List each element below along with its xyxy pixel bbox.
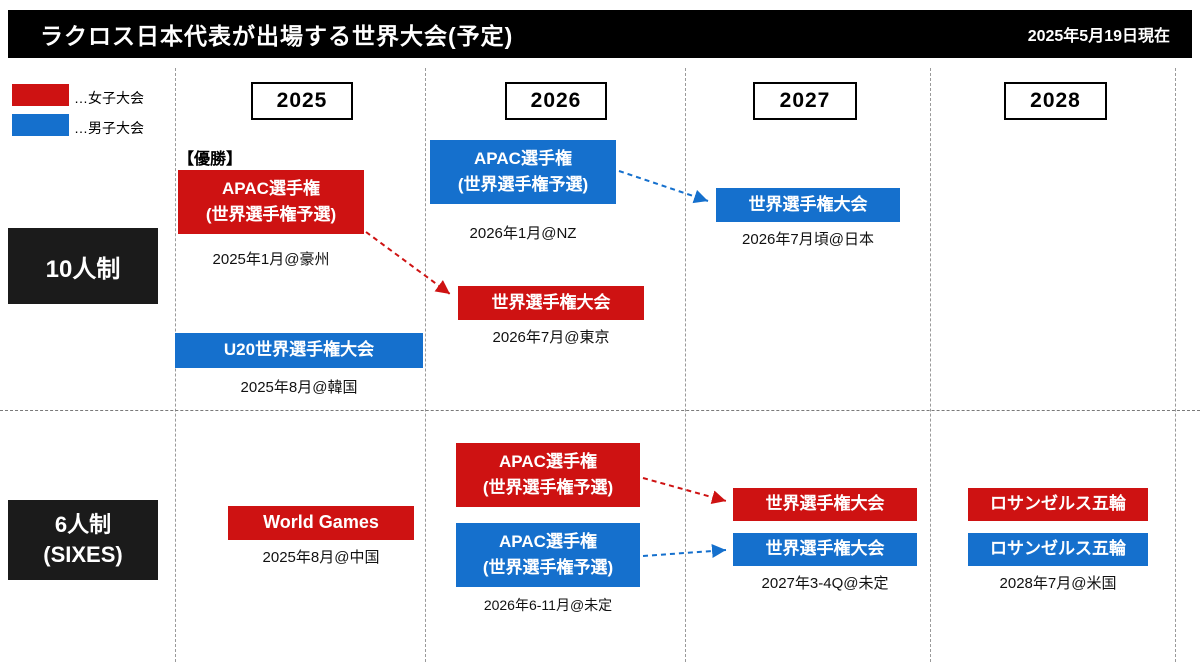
event-label-line2: (世界選手権予選) (482, 558, 614, 577)
event-sixes-apac-men: APAC選手権 (世界選手権予選) (456, 523, 640, 587)
event-tens-u20-men: U20世界選手権大会 (175, 333, 423, 368)
column-divider-2 (425, 68, 426, 662)
row-label-sixes-line1: 6人制 (54, 512, 112, 538)
arrow-tens-men (618, 170, 709, 204)
event-sixes-worlds-women: 世界選手権大会 (733, 488, 917, 521)
event-label: 世界選手権大会 (765, 494, 885, 514)
event-label-line2: (世界選手権予選) (457, 175, 589, 194)
event-tens-worlds-women: 世界選手権大会 (458, 286, 644, 320)
event-label: World Games (263, 512, 379, 533)
event-label-line2: (世界選手権予選) (205, 205, 337, 224)
as-of-date: 2025年5月19日現在 (1027, 28, 1170, 45)
year-header-2027: 2027 (753, 82, 857, 120)
year-header-2025: 2025 (251, 82, 353, 120)
legend-women-label: …女子大会 (74, 90, 144, 106)
event-caption-sixes-apac-men: 2026年6-11月@未定 (483, 597, 613, 613)
year-header-2026: 2026 (505, 82, 607, 120)
event-label: ロサンゼルス五輪 (990, 494, 1126, 514)
event-sixes-worlds-men: 世界選手権大会 (733, 533, 917, 566)
year-header-2028: 2028 (1004, 82, 1107, 120)
event-caption-tens-apac-women: 2025年1月@豪州 (212, 251, 330, 268)
event-sixes-world-games: World Games (228, 506, 414, 540)
event-label: U20世界選手権大会 (223, 340, 375, 360)
event-label-line1: APAC選手権 (222, 178, 320, 198)
event-caption-tens-u20-men: 2025年8月@韓国 (240, 379, 358, 396)
header-bar: ラクロス日本代表が出場する世界大会(予定) 2025年5月19日現在 (8, 10, 1192, 58)
page-title: ラクロス日本代表が出場する世界大会(予定) (40, 23, 514, 49)
event-tens-worlds-men: 世界選手権大会 (716, 188, 900, 222)
row-label-sixes: 6人制 (SIXES) (8, 500, 158, 580)
event-label-line1: APAC選手権 (474, 148, 572, 168)
event-label-line1: APAC選手権 (499, 531, 597, 551)
event-caption-tens-worlds-women: 2026年7月@東京 (492, 329, 610, 346)
event-caption-sixes-world-games: 2025年8月@中国 (262, 549, 380, 566)
column-divider-5 (1175, 68, 1176, 662)
row-label-sixes-line2: (SIXES) (43, 542, 123, 567)
row-label-tens: 10人制 (8, 228, 158, 304)
event-sixes-olympics-men: ロサンゼルス五輪 (968, 533, 1148, 566)
event-sixes-apac-women: APAC選手権 (世界選手権予選) (456, 443, 640, 507)
legend-men-swatch (12, 114, 69, 136)
event-tens-apac-men: APAC選手権 (世界選手権予選) (430, 140, 616, 204)
event-label: 世界選手権大会 (491, 292, 611, 312)
legend-men-label: …男子大会 (74, 120, 144, 136)
legend-women-swatch (12, 84, 69, 106)
event-caption-tens-worlds-men: 2026年7月頃@日本 (742, 231, 874, 248)
event-label-line1: APAC選手権 (499, 451, 597, 471)
column-divider-4 (930, 68, 931, 662)
event-caption-sixes-olympics-men: 2028年7月@米国 (999, 575, 1117, 592)
champion-note: 【優勝】 (178, 151, 243, 168)
column-divider-3 (685, 68, 686, 662)
event-tens-apac-women: APAC選手権 (世界選手権予選) (178, 170, 364, 234)
event-label: 世界選手権大会 (748, 194, 868, 214)
event-label: 世界選手権大会 (765, 539, 885, 559)
row-divider (0, 410, 1200, 411)
row-label-tens-text: 10人制 (45, 255, 121, 283)
event-sixes-olympics-women: ロサンゼルス五輪 (968, 488, 1148, 521)
event-caption-sixes-worlds-men: 2027年3-4Q@未定 (761, 575, 889, 592)
event-label: ロサンゼルス五輪 (990, 539, 1126, 559)
event-label-line2: (世界選手権予選) (482, 478, 614, 497)
event-caption-tens-apac-men: 2026年1月@NZ (469, 225, 577, 242)
